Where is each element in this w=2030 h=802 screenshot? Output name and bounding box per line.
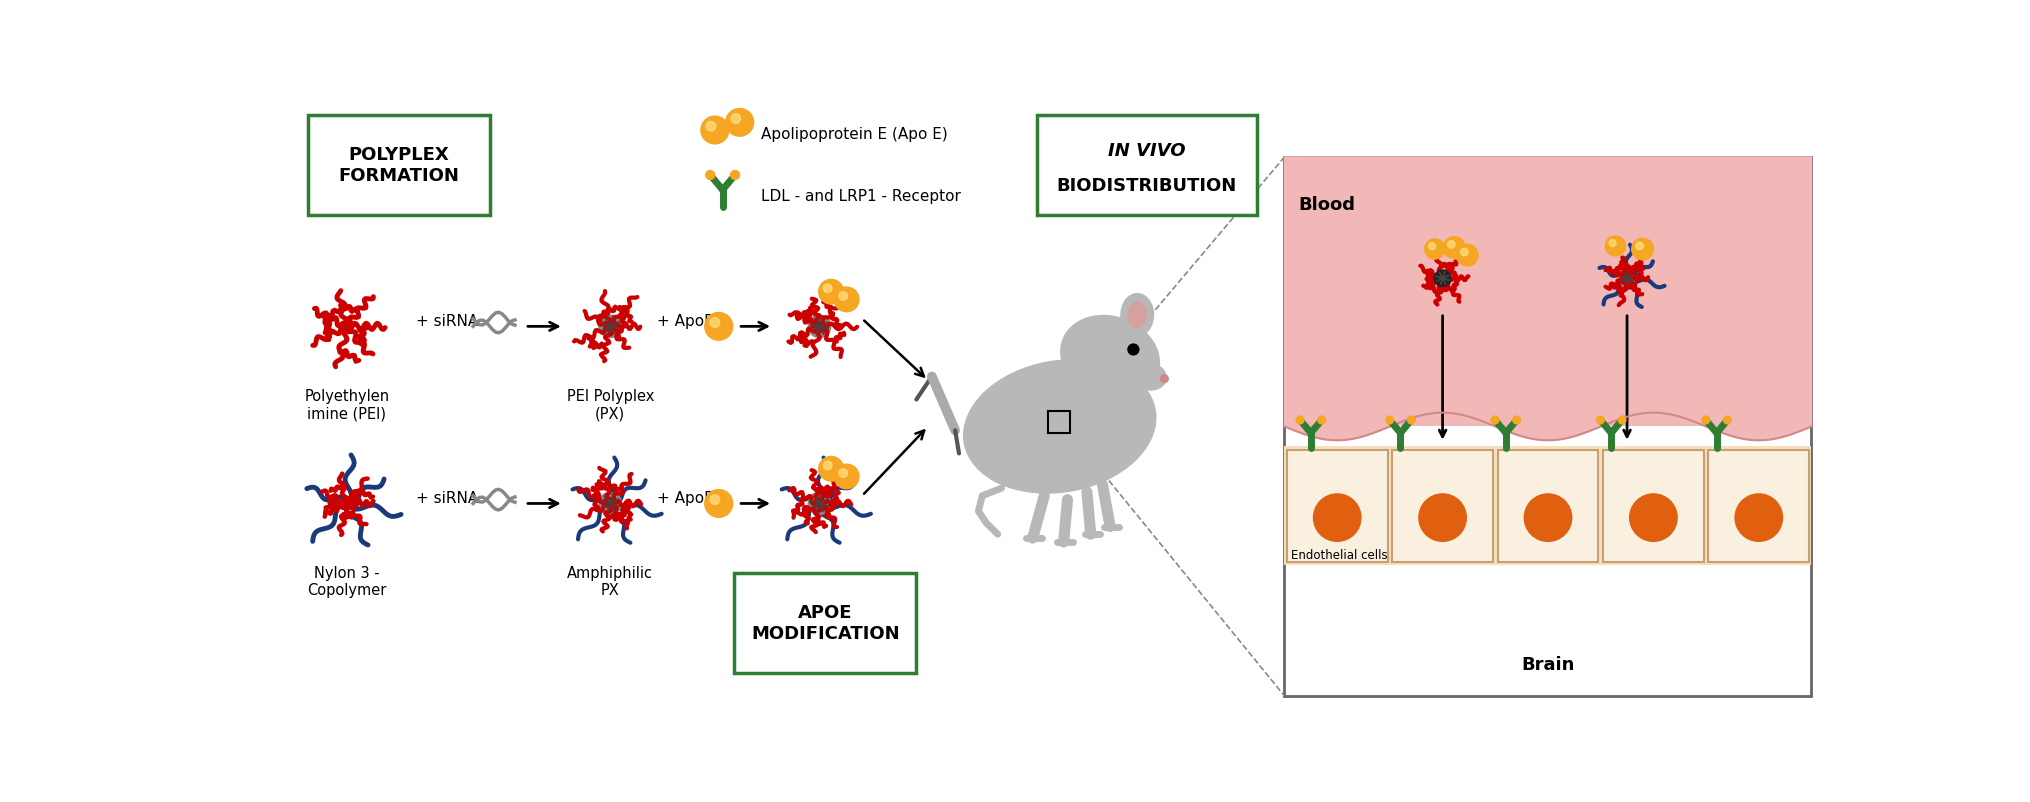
Bar (735, 573, 916, 673)
Ellipse shape (1129, 302, 1147, 328)
Circle shape (838, 469, 847, 478)
Circle shape (1610, 241, 1616, 247)
Circle shape (1632, 239, 1652, 261)
Circle shape (818, 457, 844, 481)
Ellipse shape (1131, 363, 1165, 391)
Circle shape (1425, 240, 1445, 260)
Text: Endothelial cells: Endothelial cells (1291, 549, 1386, 561)
Circle shape (1435, 271, 1451, 287)
Circle shape (1447, 241, 1456, 249)
Circle shape (808, 492, 830, 515)
Polygon shape (1285, 158, 1811, 441)
Text: Nylon 3 -
Copolymer: Nylon 3 - Copolymer (307, 565, 386, 597)
Bar (1604, 450, 1703, 562)
Text: Blood: Blood (1299, 196, 1356, 214)
Text: POLYPLEX
FORMATION: POLYPLEX FORMATION (339, 146, 459, 184)
Bar (1393, 450, 1492, 562)
Bar (309, 115, 489, 216)
Circle shape (1723, 416, 1732, 424)
Circle shape (838, 292, 847, 301)
Circle shape (725, 109, 753, 137)
Circle shape (731, 115, 741, 124)
Text: + siRNA: + siRNA (416, 314, 479, 328)
Circle shape (710, 495, 721, 504)
Bar (1709, 450, 1809, 562)
Circle shape (1596, 416, 1604, 424)
Circle shape (1443, 237, 1466, 259)
Circle shape (1512, 416, 1520, 424)
Circle shape (1407, 416, 1415, 424)
Ellipse shape (1419, 494, 1466, 541)
Ellipse shape (1630, 494, 1677, 541)
Circle shape (710, 318, 721, 328)
Text: PEI Polyplex
(PX): PEI Polyplex (PX) (566, 388, 654, 421)
Ellipse shape (1525, 494, 1571, 541)
Circle shape (1606, 237, 1626, 257)
Circle shape (1386, 416, 1393, 424)
Ellipse shape (964, 360, 1155, 493)
Text: BIODISTRIBUTION: BIODISTRIBUTION (1058, 176, 1236, 194)
Circle shape (834, 464, 859, 489)
Circle shape (1129, 345, 1139, 355)
Circle shape (1458, 245, 1478, 266)
Circle shape (599, 492, 621, 515)
Circle shape (706, 122, 717, 132)
Bar (1047, 411, 1070, 433)
Circle shape (1317, 416, 1326, 424)
Circle shape (834, 288, 859, 312)
Text: APOE
MODIFICATION: APOE MODIFICATION (751, 604, 899, 642)
Circle shape (704, 490, 733, 517)
Circle shape (1460, 249, 1468, 257)
Bar (1498, 450, 1598, 562)
Circle shape (599, 316, 621, 338)
Circle shape (818, 280, 844, 305)
Circle shape (1429, 243, 1435, 250)
Circle shape (700, 117, 729, 144)
Circle shape (824, 285, 832, 294)
Text: Polyethylen
imine (PEI): Polyethylen imine (PEI) (304, 388, 390, 421)
Circle shape (1435, 271, 1451, 287)
Bar (1287, 450, 1389, 562)
Text: Apolipoprotein E (Apo E): Apolipoprotein E (Apo E) (761, 128, 948, 142)
Text: Brain: Brain (1520, 655, 1575, 673)
Circle shape (731, 172, 739, 180)
Circle shape (808, 316, 830, 338)
Circle shape (1295, 416, 1303, 424)
Circle shape (1492, 416, 1498, 424)
Bar (1285, 447, 1811, 565)
Ellipse shape (1313, 494, 1360, 541)
Text: Amphiphilic
PX: Amphiphilic PX (566, 565, 654, 597)
Ellipse shape (1062, 316, 1159, 399)
Circle shape (1618, 416, 1626, 424)
Text: LDL - and LRP1 - Receptor: LDL - and LRP1 - Receptor (761, 188, 962, 204)
Circle shape (1636, 243, 1644, 250)
Bar (1285, 158, 1811, 696)
Circle shape (824, 461, 832, 470)
Circle shape (1701, 416, 1709, 424)
Circle shape (1618, 271, 1636, 287)
Bar (1037, 115, 1257, 216)
Ellipse shape (1736, 494, 1782, 541)
Text: + siRNA: + siRNA (416, 490, 479, 505)
Circle shape (704, 313, 733, 341)
Text: IN VIVO: IN VIVO (1108, 141, 1186, 160)
Text: + ApoE: + ApoE (658, 490, 713, 505)
Text: + ApoE: + ApoE (658, 314, 713, 328)
Ellipse shape (1121, 294, 1153, 337)
Bar (1285, 158, 1811, 427)
Circle shape (1161, 375, 1167, 383)
Circle shape (706, 172, 715, 180)
